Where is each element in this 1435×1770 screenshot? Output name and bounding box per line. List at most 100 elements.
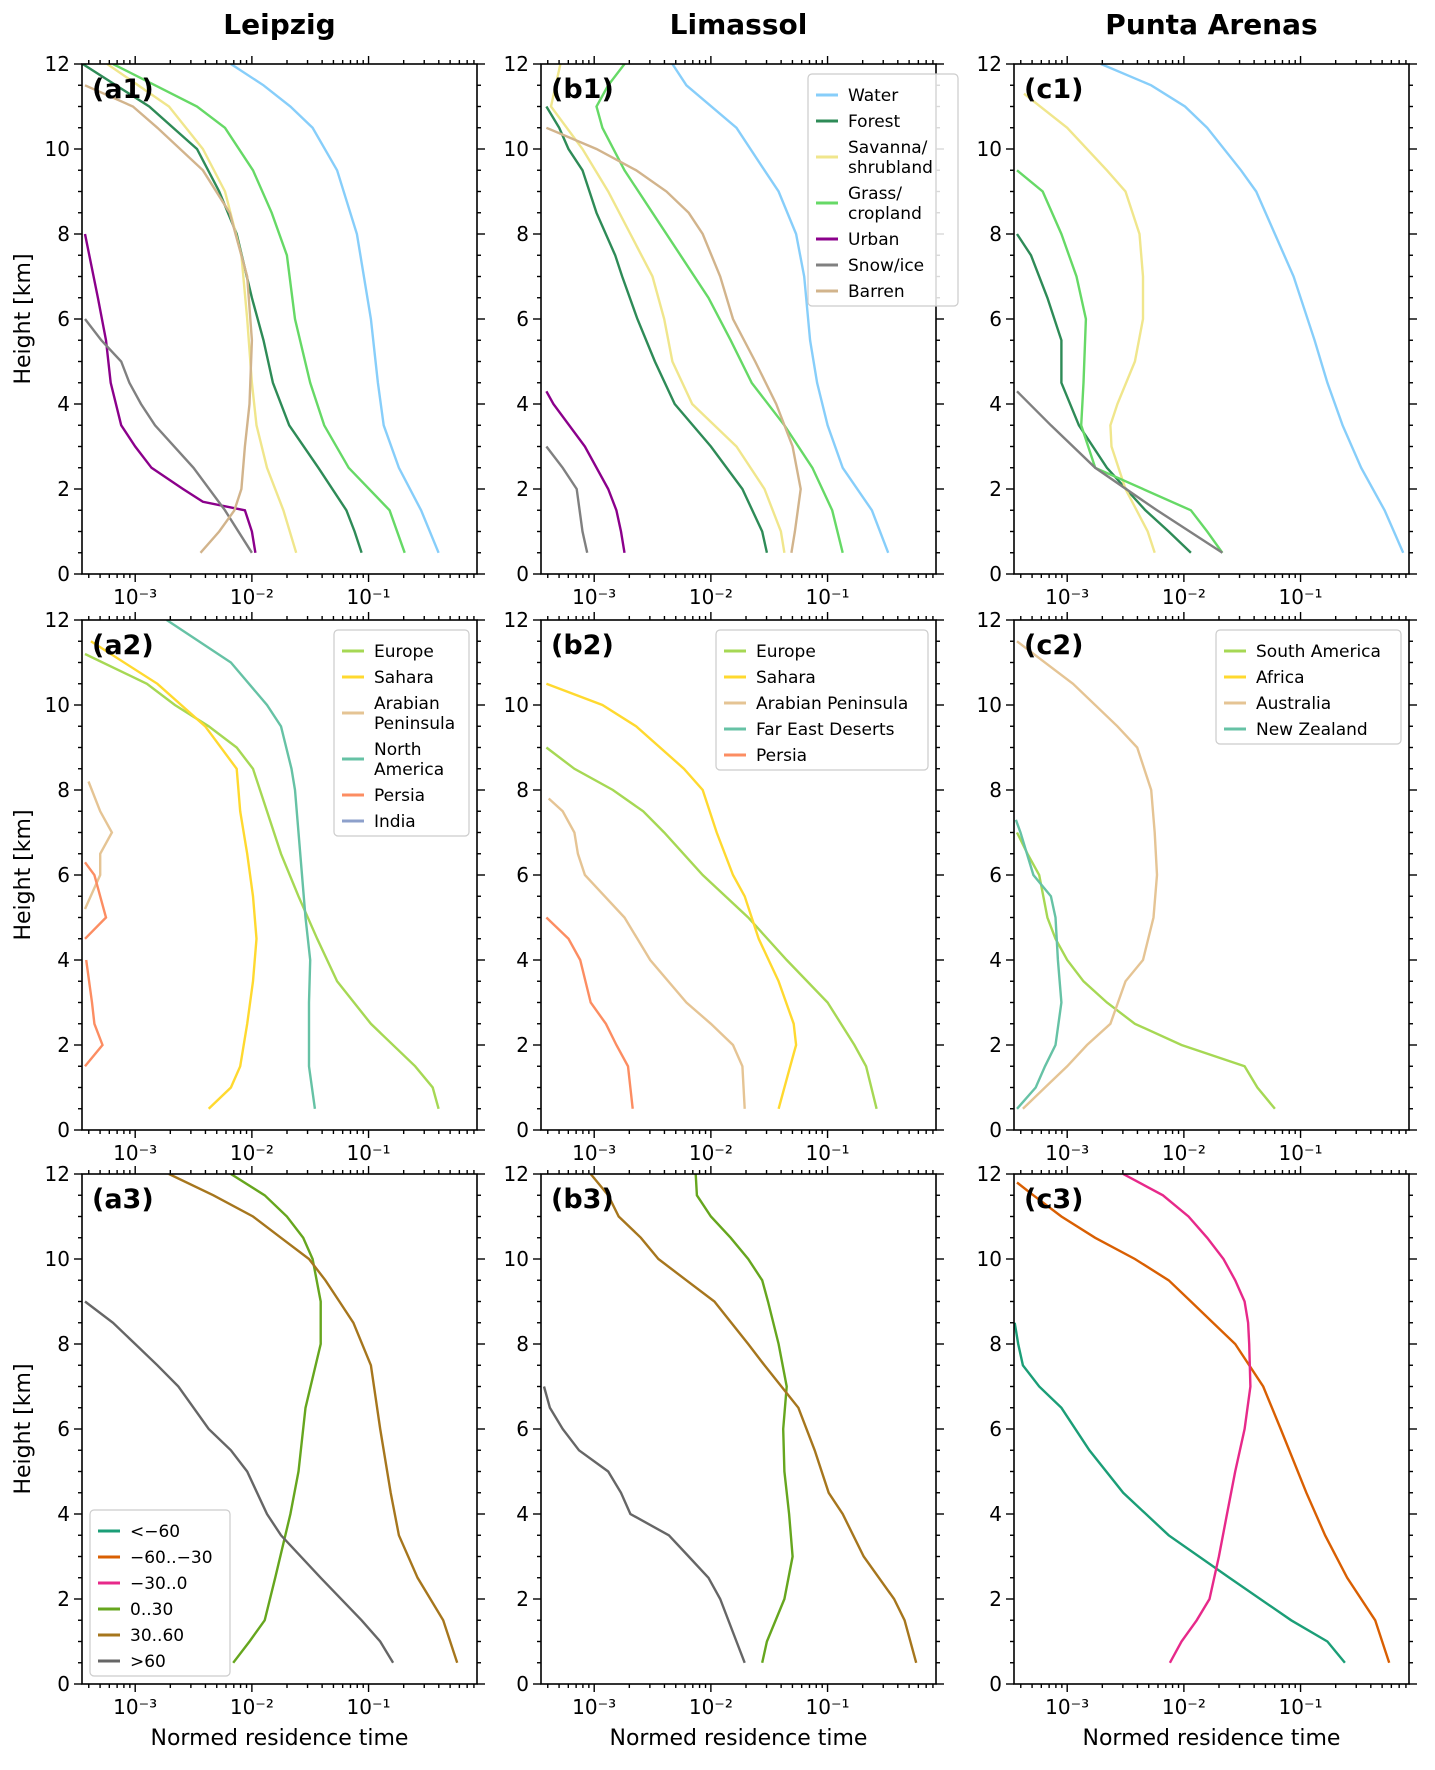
x-tick-label: 10⁻³ <box>572 585 616 609</box>
y-tick-label: 10 <box>45 137 70 161</box>
series-line <box>84 959 104 1068</box>
legend-entry: Urban <box>816 230 899 250</box>
y-tick-label: 2 <box>989 1587 1002 1611</box>
legend-entry: Africa <box>1224 668 1305 688</box>
legend: South America Africa Australia New Zealand <box>1215 629 1402 745</box>
y-tick-label: 4 <box>57 948 70 972</box>
series-line <box>84 652 440 1110</box>
y-tick-label: 8 <box>516 222 529 246</box>
y-tick-label: 10 <box>977 1247 1002 1271</box>
series-line <box>230 1174 322 1664</box>
y-tick-label: 0 <box>989 562 1002 586</box>
x-tick-label: 10⁻¹ <box>347 585 391 609</box>
y-tick-label: 4 <box>989 948 1002 972</box>
y-tick-label: 2 <box>57 477 70 501</box>
series-line <box>1015 233 1192 554</box>
column-title: Limassol <box>670 8 808 41</box>
y-tick-label: 12 <box>977 52 1002 76</box>
y-tick-label: 2 <box>57 1033 70 1057</box>
y-tick-label: 8 <box>516 1332 529 1356</box>
y-tick-label: 8 <box>57 1332 70 1356</box>
panel-label: (c3) <box>1024 1184 1083 1215</box>
series-line <box>545 916 634 1109</box>
x-tick-label: 10⁻³ <box>1045 1695 1089 1719</box>
series-line <box>545 105 769 554</box>
y-tick-label: 12 <box>504 1162 529 1186</box>
y-tick-label: 12 <box>504 52 529 76</box>
series-line <box>671 64 890 554</box>
legend-box <box>807 73 959 307</box>
legend-entry: North America <box>342 740 444 780</box>
legend-label: Barren <box>848 282 905 302</box>
legend-entry: 30..60 <box>98 1626 184 1646</box>
series-line <box>694 1174 794 1664</box>
y-tick-label: 4 <box>989 392 1002 416</box>
y-tick-label: 0 <box>516 1118 529 1142</box>
legend-entry: −60..−30 <box>98 1548 213 1568</box>
y-axis-label: Height [km] <box>11 809 36 940</box>
legend-label: South America <box>1256 642 1381 662</box>
y-tick-label: 0 <box>516 1672 529 1696</box>
y-tick-label: 6 <box>516 863 529 887</box>
series-line <box>168 1174 459 1664</box>
legend-label: 0..30 <box>130 1600 173 1620</box>
series-line <box>545 390 626 553</box>
legend-entry: Far East Deserts <box>724 720 895 740</box>
series-line <box>83 781 114 910</box>
series-line <box>595 64 844 554</box>
x-tick-label: 10⁻³ <box>113 1141 157 1165</box>
column-title: Punta Arenas <box>1105 8 1317 41</box>
legend-label: North America <box>374 740 444 780</box>
x-axis-label: Normed residence time <box>151 1726 409 1751</box>
y-tick-label: 8 <box>57 778 70 802</box>
y-tick-label: 0 <box>57 1118 70 1142</box>
legend-entry: Arabian Peninsula <box>342 694 455 734</box>
x-tick-label: 10⁻¹ <box>1279 1141 1323 1165</box>
legend-label: Urban <box>848 230 899 250</box>
x-tick-label: 10⁻¹ <box>1279 1695 1323 1719</box>
series-line <box>542 1386 746 1664</box>
y-tick-label: 6 <box>516 307 529 331</box>
y-axis-label: Height [km] <box>11 1363 36 1494</box>
panel-b2: 0 2 4 6 8 10 12 10⁻³ 10⁻² 10⁻¹ (b2) Europe Sahara Ara… <box>504 608 944 1165</box>
panel-label: (c2) <box>1024 630 1083 661</box>
y-tick-label: 12 <box>504 608 529 632</box>
legend-label: 30..60 <box>130 1626 184 1646</box>
y-tick-label: 6 <box>57 307 70 331</box>
legend-label: Sahara <box>374 668 434 688</box>
x-tick-label: 10⁻¹ <box>806 1141 850 1165</box>
y-tick-label: 12 <box>977 608 1002 632</box>
x-tick-label: 10⁻² <box>689 585 733 609</box>
legend-box <box>89 1509 231 1677</box>
legend-entry: Europe <box>342 642 434 662</box>
legend: Europe Sahara Arabian Peninsula Far East De… <box>715 629 929 771</box>
x-tick-label: 10⁻² <box>1162 585 1206 609</box>
series-line <box>1015 831 1276 1110</box>
x-tick-label: 10⁻² <box>230 585 274 609</box>
y-tick-label: 2 <box>516 1587 529 1611</box>
x-axis-label: Normed residence time <box>610 1726 868 1751</box>
panel-c2: 0 2 4 6 8 10 12 10⁻³ 10⁻² 10⁻¹ (c2) South America Af… <box>977 608 1417 1165</box>
y-tick-label: 0 <box>989 1118 1002 1142</box>
y-tick-label: 4 <box>57 1502 70 1526</box>
legend-label: Sahara <box>756 668 816 688</box>
legend-entry: −30..0 <box>98 1574 188 1594</box>
y-tick-label: 4 <box>516 392 529 416</box>
panel-label: (a2) <box>92 630 154 661</box>
series-line <box>84 84 254 554</box>
x-tick-label: 10⁻² <box>230 1141 274 1165</box>
panel-b1: 0 2 4 6 8 10 12 10⁻³ 10⁻² 10⁻¹ (b1) Water Forest Sava… <box>504 52 959 609</box>
legend-label: Snow/ice <box>848 256 924 276</box>
y-tick-label: 6 <box>989 307 1002 331</box>
panel-label: (b3) <box>551 1184 614 1215</box>
legend-entry: Sahara <box>724 668 816 688</box>
legend-label: Arabian Peninsula <box>756 694 908 714</box>
y-tick-label: 4 <box>516 1502 529 1526</box>
y-tick-label: 12 <box>45 608 70 632</box>
legend-label: Far East Deserts <box>756 720 895 740</box>
legend-label: >60 <box>130 1652 166 1672</box>
legend-entry: Water <box>816 86 898 106</box>
legend-entry: 0..30 <box>98 1600 173 1620</box>
legend-label: Europe <box>756 642 816 662</box>
legend-label: Water <box>848 86 898 106</box>
